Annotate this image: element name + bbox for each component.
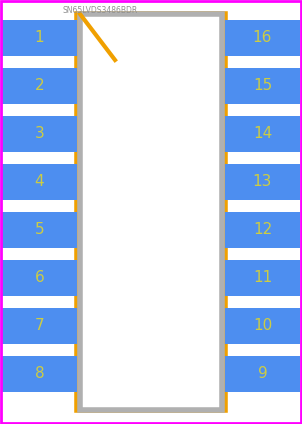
Text: 14: 14 [253, 126, 272, 142]
Text: 10: 10 [253, 318, 272, 334]
Bar [225, 260, 300, 296]
Text: 7: 7 [35, 318, 44, 334]
Bar [225, 164, 300, 200]
Text: 8: 8 [35, 366, 44, 382]
Bar [2, 356, 77, 392]
Text: 6: 6 [35, 271, 44, 285]
Text: 12: 12 [253, 223, 272, 237]
Text: 5: 5 [35, 223, 44, 237]
Bar [77, 14, 225, 410]
Bar [225, 212, 300, 248]
Text: 9: 9 [258, 366, 267, 382]
Text: 13: 13 [253, 175, 272, 190]
Text: 15: 15 [253, 78, 272, 94]
Bar [225, 116, 300, 152]
Bar [2, 116, 77, 152]
Bar [2, 68, 77, 104]
Text: 11: 11 [253, 271, 272, 285]
Bar [80, 14, 222, 410]
Text: 16: 16 [253, 31, 272, 45]
Bar [2, 308, 77, 344]
Text: 2: 2 [35, 78, 44, 94]
Bar [2, 260, 77, 296]
Text: 4: 4 [35, 175, 44, 190]
Bar [225, 20, 300, 56]
Text: 1: 1 [35, 31, 44, 45]
Bar [225, 308, 300, 344]
Bar [225, 68, 300, 104]
Bar [2, 20, 77, 56]
Text: SN65LVDS3486BDR: SN65LVDS3486BDR [63, 6, 138, 15]
Bar [2, 212, 77, 248]
Bar [225, 356, 300, 392]
Text: 3: 3 [35, 126, 44, 142]
Bar [2, 164, 77, 200]
